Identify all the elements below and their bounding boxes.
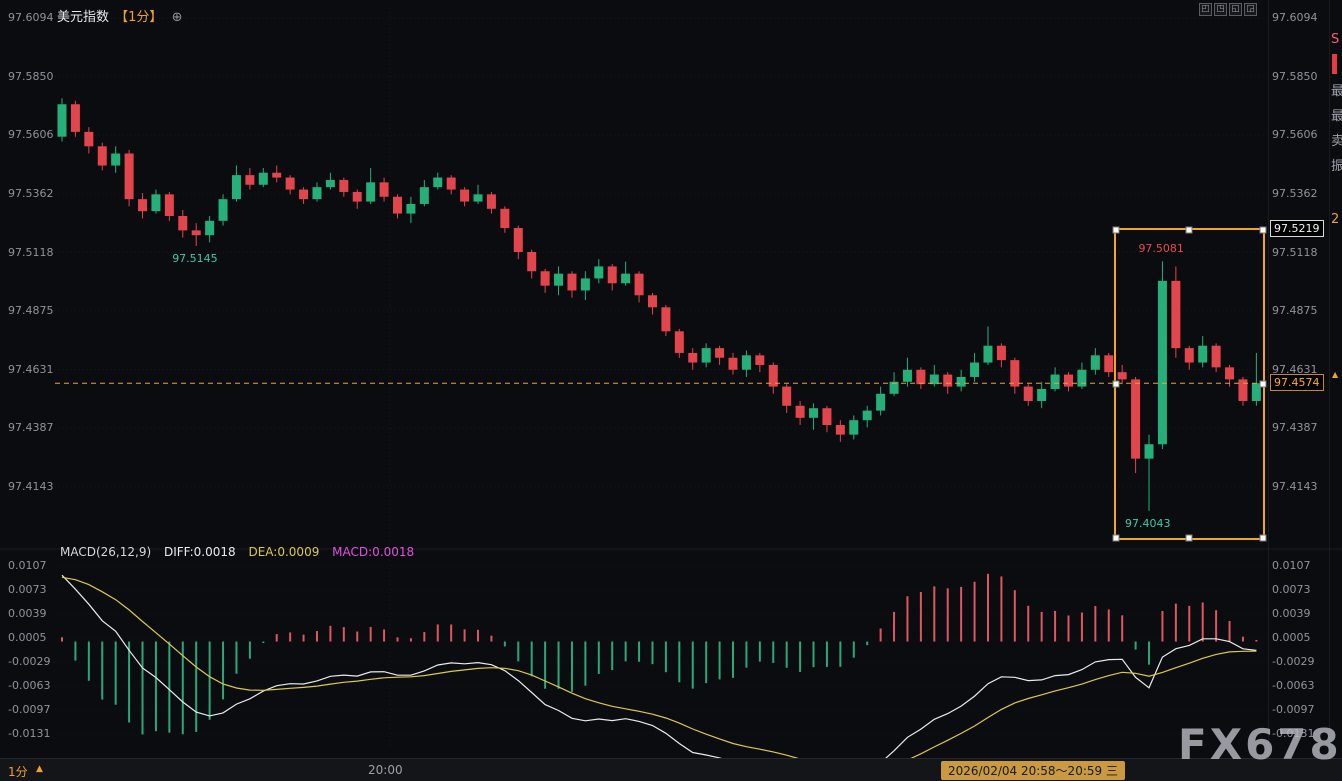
macd-axis-tick-left: 0.0107	[8, 559, 47, 572]
selection-handle[interactable]	[1259, 226, 1267, 234]
price-annotation-high: 97.5081	[1138, 242, 1184, 256]
price-direction-arrow-icon: ▲	[1332, 370, 1339, 380]
quote-label-clipped: 振	[1331, 159, 1342, 174]
macd-axis-tick-right: -0.0097	[1272, 703, 1315, 716]
watermark: FX678	[1178, 720, 1342, 769]
price-axis-tick-right: 97.6094	[1272, 11, 1318, 24]
add-indicator-icon[interactable]: ⊕	[171, 10, 183, 25]
selection-top-price-tag: 97.5219	[1270, 220, 1324, 238]
interval-badge[interactable]: 1分	[8, 765, 28, 779]
macd-axis-tick-right: -0.0063	[1272, 679, 1315, 692]
macd-title: MACD(26,12,9)	[60, 545, 152, 559]
price-axis-tick-left: 97.5362	[8, 186, 54, 200]
macd-axis-tick-left: -0.0131	[8, 727, 51, 740]
price-axis-tick-right: 97.4631	[1272, 362, 1318, 376]
macd-axis-tick-right: 0.0107	[1272, 559, 1311, 572]
price-axis-tick-left: 97.5606	[8, 128, 54, 142]
macd-axis-tick-right: 0.0073	[1272, 583, 1311, 596]
macd-dea-value: DEA:0.0009	[248, 545, 320, 559]
pane-layout-top-left-icon[interactable]: ◰	[1199, 3, 1212, 16]
selection-handle[interactable]	[1185, 534, 1193, 542]
interval-up-arrow-icon[interactable]: ▲	[36, 764, 43, 774]
pane-layout-bottom-right-icon[interactable]: ◲	[1244, 3, 1257, 16]
quote-label-clipped: 最	[1331, 84, 1342, 99]
macd-axis-tick-right: -0.0131	[1272, 727, 1315, 740]
selection-handle[interactable]	[1259, 534, 1267, 542]
macd-axis-tick-left: 0.0073	[8, 583, 47, 596]
quote-label-clipped: 卖	[1331, 134, 1342, 149]
quote-label-clipped: S	[1331, 32, 1340, 47]
macd-axis-tick-left: -0.0097	[8, 703, 51, 716]
macd-header: MACD(26,12,9) DIFF:0.0018 DEA:0.0009 MAC…	[60, 545, 414, 559]
macd-diff-value: DIFF:0.0018	[163, 545, 236, 559]
macd-axis-tick-left: -0.0063	[8, 679, 51, 692]
price-axis-tick-right: 97.4875	[1272, 303, 1318, 317]
selection-handle[interactable]	[1259, 380, 1267, 388]
selection-handle[interactable]	[1112, 380, 1120, 388]
quote-label-clipped: 2	[1331, 212, 1340, 227]
price-axis-tick-right: 97.4143	[1272, 479, 1318, 493]
price-axis-tick-right: 97.4387	[1272, 421, 1318, 435]
price-axis-tick-left: 97.4143	[8, 479, 54, 493]
quote-mini-bar	[1332, 54, 1337, 74]
interval-tag[interactable]: 【1分】	[115, 10, 163, 25]
price-axis-tick-left: 97.6094	[8, 11, 54, 24]
macd-axis-tick-right: 0.0005	[1272, 631, 1311, 644]
price-axis-tick-right: 97.5362	[1272, 186, 1318, 200]
price-axis-tick-left: 97.4631	[8, 362, 54, 376]
price-axis-tick-left: 97.4387	[8, 421, 54, 435]
price-axis-tick-right: 97.5850	[1272, 69, 1318, 83]
time-axis-bar: 1分 ▲ 20:00 2026/02/04 20:58～20:59 三	[0, 758, 1342, 781]
macd-axis-tick-left: 0.0005	[8, 631, 47, 644]
pane-layout-top-right-icon[interactable]: ◳	[1214, 3, 1227, 16]
selection-handle[interactable]	[1112, 226, 1120, 234]
chart-toolbar: ◰ ◳ ◱ ◲	[1199, 3, 1257, 16]
chart-header: 美元指数 【1分】 ⊕	[57, 6, 182, 25]
macd-axis-tick-left: 0.0039	[8, 607, 47, 620]
price-annotation-low: 97.5145	[172, 252, 218, 265]
macd-axis-tick-left: -0.0029	[8, 655, 51, 668]
price-axis-tick-right: 97.5118	[1272, 245, 1318, 259]
price-axis-tick-left: 97.5118	[8, 245, 54, 259]
price-axis-tick-left: 97.4875	[8, 303, 54, 317]
pane-layout-bottom-left-icon[interactable]: ◱	[1229, 3, 1242, 16]
price-axis-tick-right: 97.5606	[1272, 128, 1318, 142]
price-annotation-low: 97.4043	[1125, 516, 1171, 530]
quote-label-clipped: 最	[1331, 109, 1342, 124]
session-range-label: 2026/02/04 20:58～20:59 三	[941, 761, 1125, 780]
macd-axis-tick-right: -0.0029	[1272, 655, 1315, 668]
selection-handle[interactable]	[1185, 226, 1193, 234]
symbol-title: 美元指数	[57, 10, 110, 25]
macd-axis-tick-right: 0.0039	[1272, 607, 1311, 620]
current-price-tag: 97.4574	[1270, 374, 1324, 392]
price-axis-tick-left: 97.5850	[8, 69, 54, 83]
macd-macd-value: MACD:0.0018	[332, 545, 415, 559]
selection-handle[interactable]	[1112, 534, 1120, 542]
time-axis-tick: 20:00	[368, 763, 403, 777]
